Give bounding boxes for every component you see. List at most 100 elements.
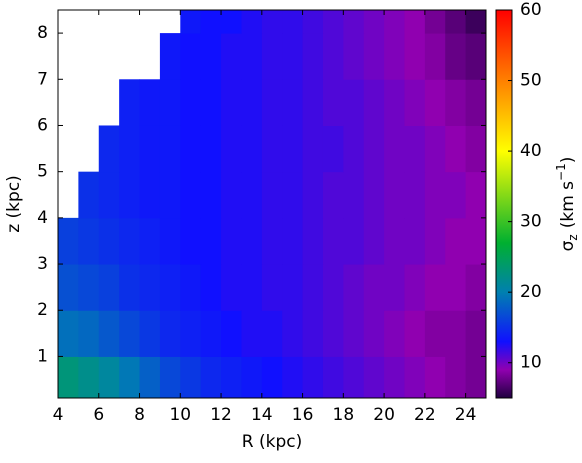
cell: [384, 33, 405, 80]
close: ): [558, 157, 578, 164]
cell: [343, 264, 365, 311]
cell: [200, 217, 222, 265]
cell: [322, 125, 344, 173]
cell: [78, 310, 100, 357]
cell: [404, 79, 426, 126]
cell: [78, 217, 100, 265]
cell: [58, 264, 79, 311]
cell: [363, 171, 385, 219]
x-tick-label: 24: [455, 405, 477, 425]
cell: [424, 310, 446, 357]
y-tick-label: 5: [37, 162, 48, 182]
cell: [139, 171, 161, 219]
x-tick-label: 14: [251, 405, 273, 425]
cell: [302, 171, 324, 219]
cell: [465, 217, 487, 265]
cell: [384, 310, 405, 357]
cell: [221, 310, 242, 357]
x-tick-label: 16: [292, 405, 314, 425]
cell: [363, 125, 385, 173]
cell: [465, 125, 487, 173]
cell: [384, 356, 405, 399]
cell: [221, 125, 242, 173]
cell: [180, 356, 202, 399]
cell: [119, 79, 141, 126]
x-tick-label: 4: [53, 405, 64, 425]
cell: [343, 217, 365, 265]
cell: [200, 171, 222, 219]
cell: [78, 356, 100, 399]
y-tick-label: 4: [37, 208, 48, 228]
cell: [200, 356, 222, 399]
cell: [445, 79, 467, 126]
cell: [282, 310, 304, 357]
colorbar-tick-label: 40: [520, 141, 542, 161]
cell: [180, 10, 202, 34]
cell: [343, 310, 365, 357]
y-tick-label: 3: [37, 254, 48, 274]
x-tick-label: 6: [93, 405, 104, 425]
cell: [98, 171, 120, 219]
cell: [302, 264, 324, 311]
cell: [119, 310, 141, 357]
x-tick-label: 8: [134, 405, 145, 425]
cell: [322, 171, 344, 219]
cell: [343, 125, 365, 173]
cell: [200, 79, 222, 126]
cell: [200, 310, 222, 357]
cell: [119, 125, 141, 173]
cell: [445, 356, 467, 399]
plot-frame: [57, 9, 487, 399]
y-tick-label: 8: [37, 23, 48, 43]
cell: [302, 125, 324, 173]
x-axis-label: R (kpc): [242, 432, 302, 452]
cell: [241, 33, 263, 80]
cell: [159, 264, 181, 311]
cell: [119, 171, 141, 219]
cell: [139, 356, 161, 399]
cell: [363, 33, 385, 80]
cell: [424, 217, 446, 265]
cell: [221, 356, 242, 399]
cell: [424, 79, 446, 126]
cell: [322, 79, 344, 126]
cell: [180, 264, 202, 311]
cell: [445, 171, 467, 219]
cell: [159, 171, 181, 219]
cell: [465, 171, 487, 219]
cell: [241, 264, 263, 311]
cell: [404, 171, 426, 219]
cell: [363, 264, 385, 311]
cell: [58, 356, 79, 399]
cell: [98, 217, 120, 265]
cell: [282, 33, 304, 80]
cell: [261, 10, 283, 34]
cell: [465, 356, 487, 399]
colorbar: [495, 9, 513, 399]
colorbar-tick-label: 50: [520, 71, 542, 91]
cell: [282, 217, 304, 265]
cell: [98, 264, 120, 311]
cell: [180, 310, 202, 357]
colorbar-label: σz (km s−1): [554, 157, 580, 252]
cell: [261, 264, 283, 311]
unit: (km s: [558, 181, 578, 228]
cell: [384, 171, 405, 219]
cell: [465, 264, 487, 311]
cell: [221, 171, 242, 219]
cell: [159, 125, 181, 173]
cell: [159, 310, 181, 357]
cell: [139, 217, 161, 265]
cell: [445, 10, 467, 34]
cell: [180, 79, 202, 126]
cell: [384, 125, 405, 173]
cell: [241, 356, 263, 399]
cell: [322, 10, 344, 34]
cell: [282, 356, 304, 399]
cell: [302, 33, 324, 80]
cell: [363, 10, 385, 34]
colorbar-tick-label: 10: [520, 353, 542, 373]
superscript: −1: [554, 163, 568, 181]
cell: [322, 217, 344, 265]
